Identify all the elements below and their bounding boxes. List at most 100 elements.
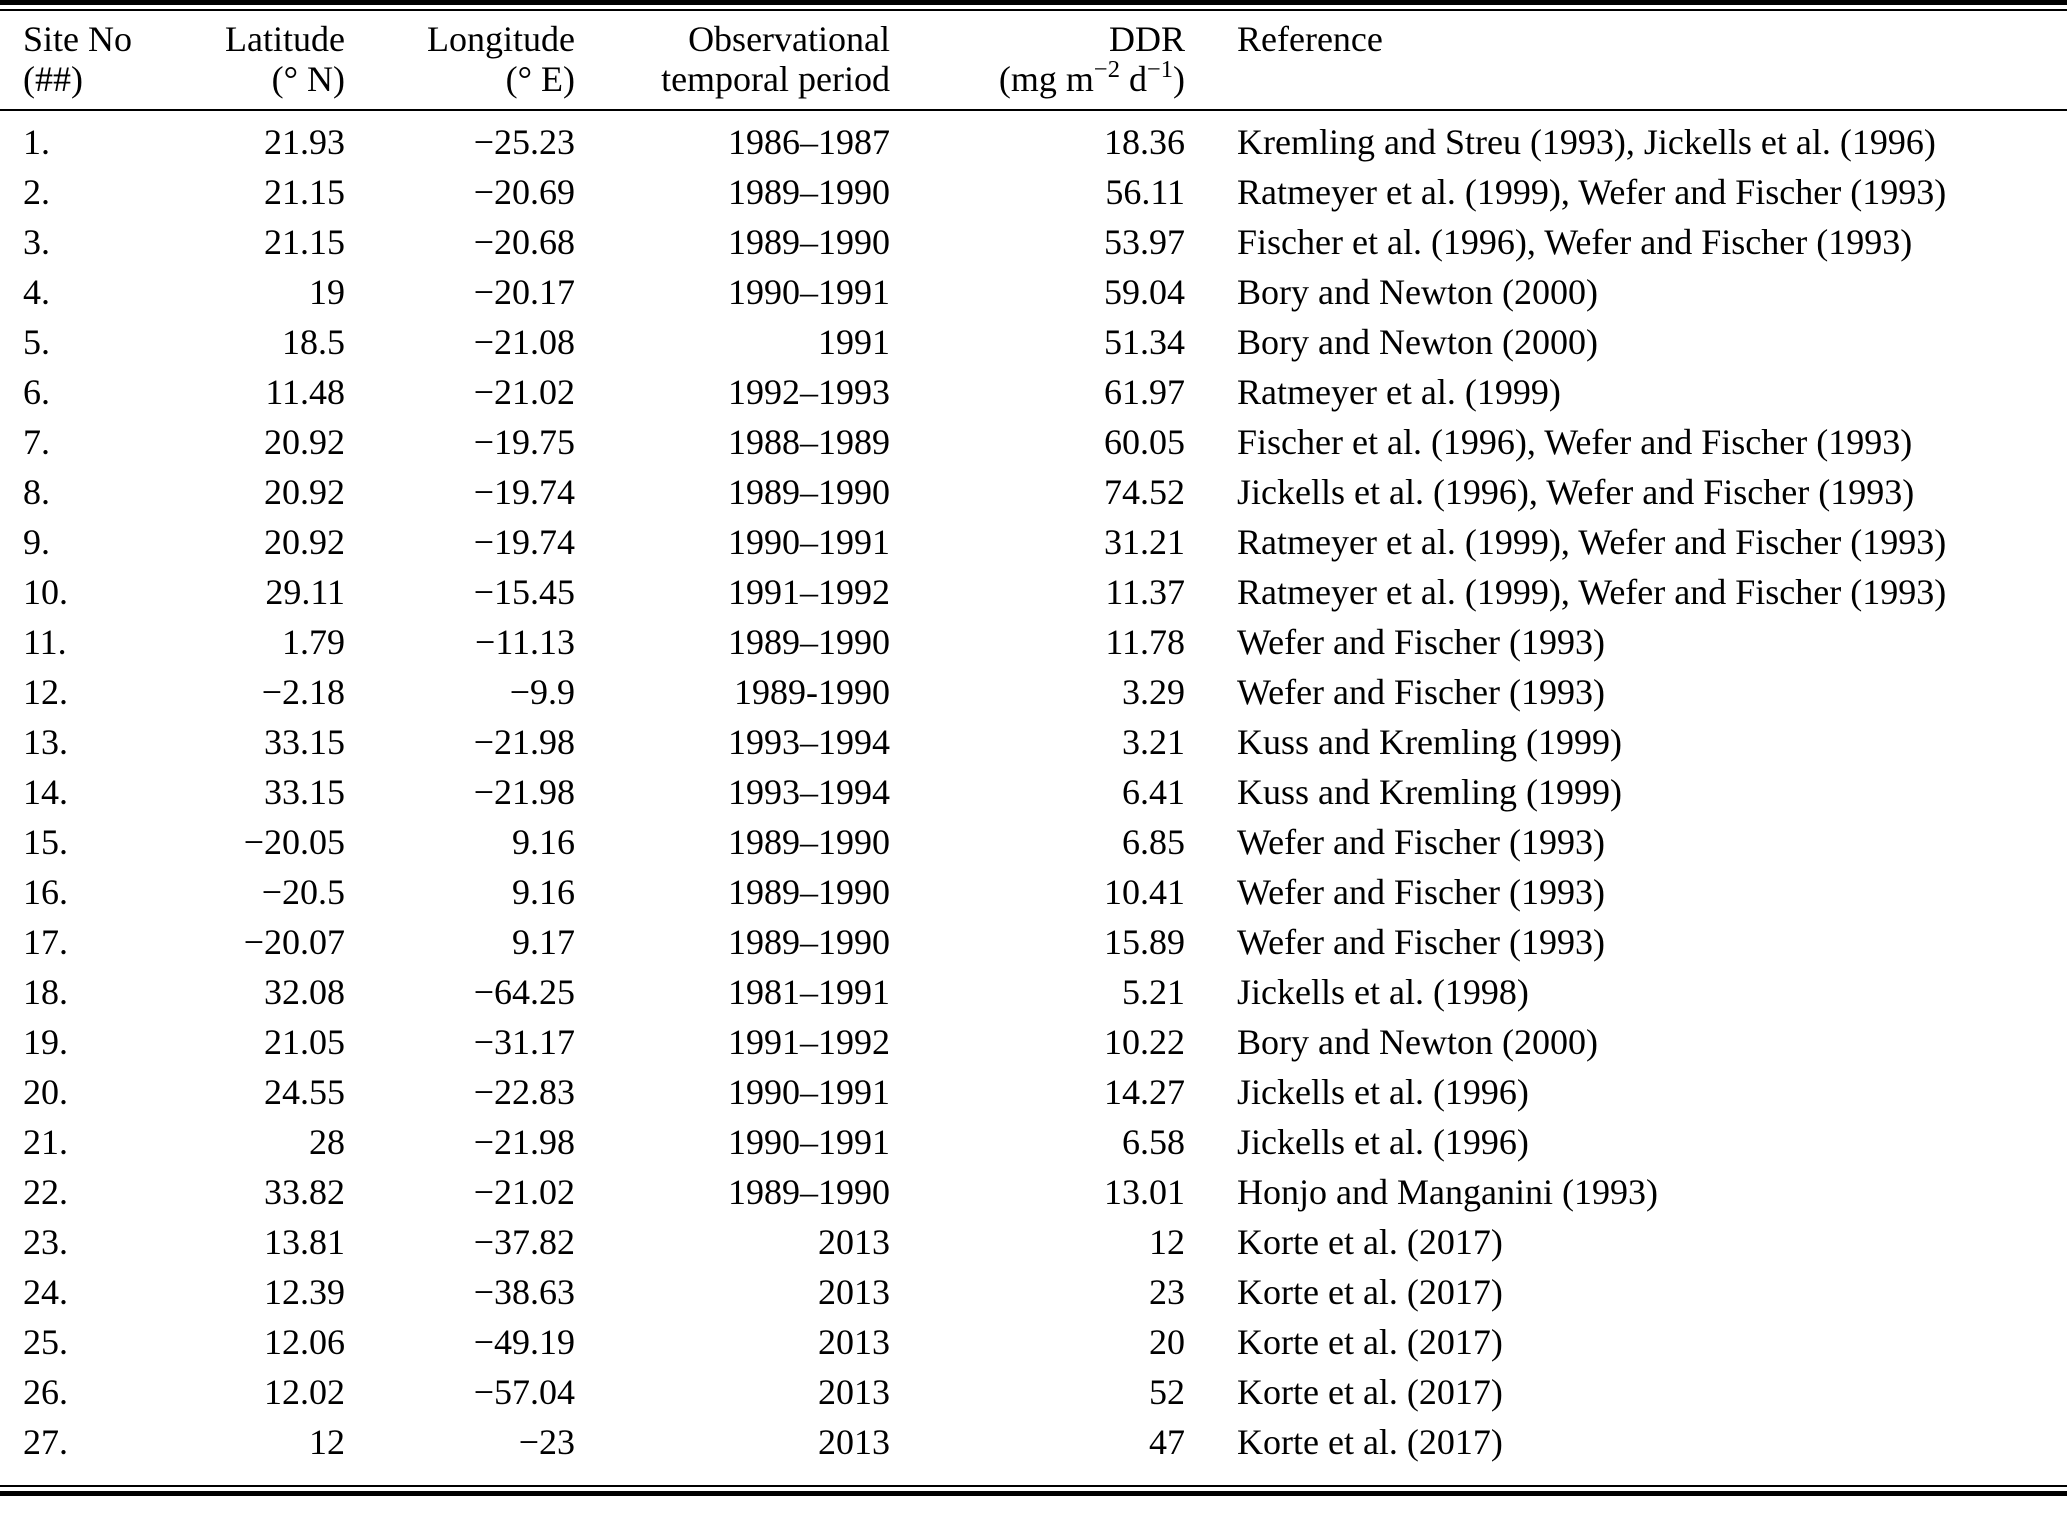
ddr-unit-prefix: (mg m [998,59,1094,99]
cell-longitude: −25.23 [473,122,575,162]
cell-longitude: −38.63 [473,1272,575,1312]
cell-ddr: 18.36 [1104,122,1185,162]
cell-reference: Kuss and Kremling (1999) [1237,772,1622,812]
table-row: 21. 28 −21.98 1990–1991 6.58 Jickells et al. … [0,1117,2067,1167]
table-row: 19. 21.05 −31.17 1991–1992 10.22 Bory and New… [0,1017,2067,1067]
col-header-longitude: Longitude (° E) [345,11,575,111]
cell-longitude: −31.17 [473,1022,575,1062]
cell-latitude: 19 [309,272,345,312]
cell-site-no: 2. [23,172,50,212]
cell-ddr: 59.04 [1104,272,1185,312]
table-header: Site No (##) Latitude (° N) Longitude (°… [0,11,2067,111]
col-header-site-no: Site No (##) [0,11,160,111]
cell-ddr: 47 [1149,1422,1185,1462]
cell-temporal-period: 1989-1990 [734,672,890,712]
table-row: 13. 33.15 −21.98 1993–1994 3.21 Kuss and Krem… [0,717,2067,767]
top-rule-thick [0,0,2067,5]
cell-longitude: −49.19 [473,1322,575,1362]
top-rule-thin [0,9,2067,11]
col-header-site-no-line1: Site No [23,19,133,59]
cell-site-no: 5. [23,322,50,362]
cell-site-no: 11. [23,622,67,662]
cell-site-no: 3. [23,222,50,262]
ddr-unit-suffix: ) [1173,59,1185,99]
col-header-temporal-line1: Observational [688,19,890,59]
cell-ddr: 11.37 [1105,572,1185,612]
cell-temporal-period: 1992–1993 [728,372,890,412]
cell-ddr: 60.05 [1104,422,1185,462]
cell-site-no: 14. [23,772,68,812]
cell-longitude: −64.25 [473,972,575,1012]
cell-latitude: 12 [309,1422,345,1462]
table-row: 25. 12.06 −49.19 2013 20 Korte et al. (2017) [0,1317,2067,1367]
cell-longitude: −21.08 [473,322,575,362]
cell-site-no: 20. [23,1072,68,1112]
table-row: 8. 20.92 −19.74 1989–1990 74.52 Jickells et a… [0,467,2067,517]
cell-reference: Jickells et al. (1998) [1237,972,1529,1012]
col-header-site-no-line2: (##) [23,59,83,99]
col-header-ddr-line1: DDR [1108,19,1185,59]
cell-latitude: 33.15 [264,722,345,762]
cell-latitude: 11.48 [265,372,345,412]
cell-latitude: 33.15 [264,772,345,812]
cell-ddr: 11.78 [1105,622,1185,662]
cell-latitude: 13.81 [264,1222,345,1262]
cell-longitude: −21.98 [473,722,575,762]
cell-longitude: −22.83 [473,1072,575,1112]
cell-site-no: 16. [23,872,68,912]
cell-temporal-period: 1981–1991 [728,972,890,1012]
cell-site-no: 21. [23,1122,68,1162]
cell-latitude: 21.15 [264,172,345,212]
cell-reference: Bory and Newton (2000) [1237,272,1598,312]
cell-longitude: −21.98 [473,1122,575,1162]
table-row: 23. 13.81 −37.82 2013 12 Korte et al. (2017) [0,1217,2067,1267]
cell-latitude: 28 [309,1122,345,1162]
cell-site-no: 19. [23,1022,68,1062]
ddr-unit-mid: d [1119,59,1147,99]
cell-reference: Wefer and Fischer (1993) [1237,622,1605,662]
cell-temporal-period: 1989–1990 [728,472,890,512]
cell-site-no: 17. [23,922,68,962]
cell-ddr: 31.21 [1104,522,1185,562]
cell-reference: Honjo and Manganini (1993) [1237,1172,1658,1212]
cell-latitude: 20.92 [264,522,345,562]
cell-latitude: 21.15 [264,222,345,262]
cell-latitude: 33.82 [264,1172,345,1212]
cell-reference: Ratmeyer et al. (1999), Wefer and Fische… [1237,172,1947,212]
cell-longitude: −19.75 [473,422,575,462]
cell-ddr: 6.85 [1122,822,1185,862]
cell-ddr: 12 [1149,1222,1185,1262]
cell-ddr: 3.29 [1122,672,1185,712]
data-table: Site No (##) Latitude (° N) Longitude (°… [0,11,2067,1485]
cell-temporal-period: 2013 [818,1322,890,1362]
table-row: 4. 19 −20.17 1990–1991 59.04 Bory and Newton … [0,267,2067,317]
cell-longitude: −20.17 [473,272,575,312]
cell-site-no: 22. [23,1172,68,1212]
cell-reference: Ratmeyer et al. (1999), Wefer and Fische… [1237,522,1947,562]
cell-latitude: 12.39 [264,1272,345,1312]
table-row: 10. 29.11 −15.45 1991–1992 11.37 Ratmeyer et … [0,567,2067,617]
cell-longitude: −15.45 [473,572,575,612]
cell-ddr: 13.01 [1104,1172,1185,1212]
cell-longitude: 9.16 [512,822,575,862]
cell-longitude: −21.98 [473,772,575,812]
cell-site-no: 7. [23,422,50,462]
cell-longitude: −57.04 [473,1372,575,1412]
cell-reference: Ratmeyer et al. (1999), Wefer and Fische… [1237,572,1947,612]
cell-reference: Wefer and Fischer (1993) [1237,822,1605,862]
col-header-reference-line1: Reference [1237,19,1383,59]
cell-latitude: 21.93 [264,122,345,162]
cell-reference: Korte et al. (2017) [1237,1222,1503,1262]
cell-reference: Jickells et al. (1996) [1237,1122,1529,1162]
cell-reference: Wefer and Fischer (1993) [1237,672,1605,712]
cell-temporal-period: 2013 [818,1272,890,1312]
cell-latitude: −20.5 [261,872,345,912]
table-row: 24. 12.39 −38.63 2013 23 Korte et al. (2017) [0,1267,2067,1317]
cell-latitude: −20.05 [243,822,345,862]
table-row: 17. −20.07 9.17 1989–1990 15.89 Wefer and Fis… [0,917,2067,967]
cell-site-no: 27. [23,1422,68,1462]
cell-temporal-period: 1989–1990 [728,822,890,862]
cell-longitude: −19.74 [473,522,575,562]
table-row: 2. 21.15 −20.69 1989–1990 56.11 Ratmeyer et a… [0,167,2067,217]
cell-site-no: 25. [23,1322,68,1362]
